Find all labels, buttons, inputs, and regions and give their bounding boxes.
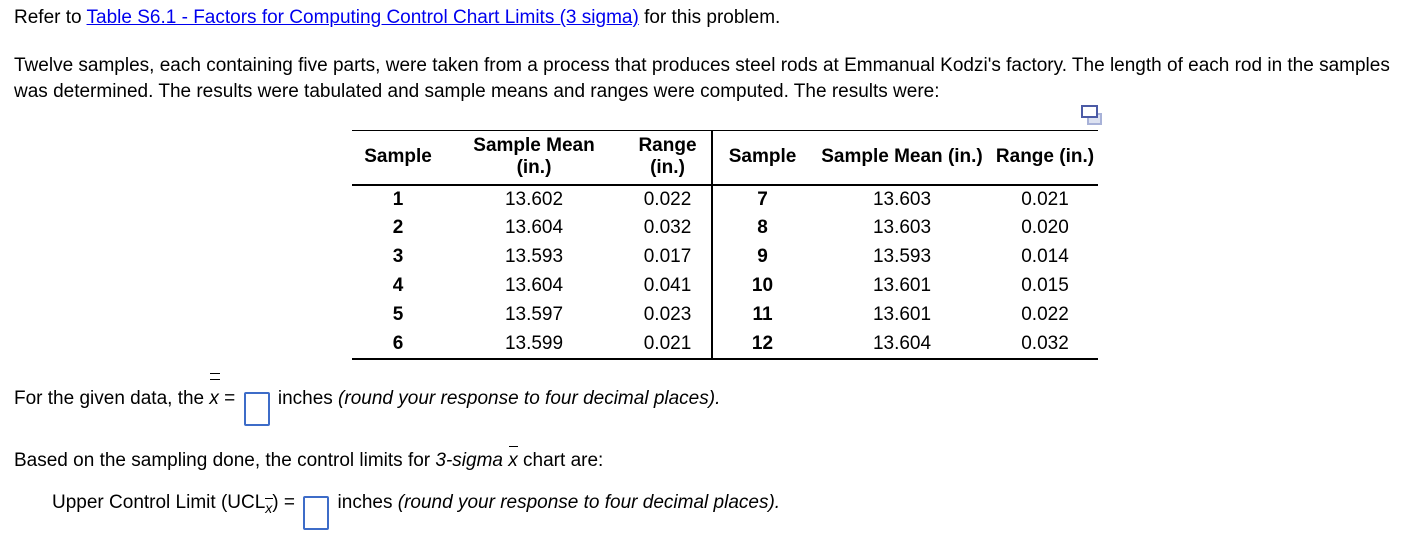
- cell-mean: 13.599: [504, 332, 564, 354]
- cell-sample: 12: [711, 329, 812, 359]
- x-double-bar-symbol: x: [209, 373, 221, 410]
- cell-mean: 13.604: [504, 217, 564, 238]
- header-range-left-line1: Range: [638, 135, 697, 157]
- copy-icon[interactable]: [1081, 105, 1103, 127]
- samples-table-wrap: Sample Sample Mean (in.) Range (in.) Sam…: [352, 130, 1098, 360]
- table-row: 2 13.604 0.032 8 13.603 0.020: [352, 213, 1098, 243]
- samples-table: Sample Sample Mean (in.) Range (in.) Sam…: [352, 130, 1098, 360]
- q1-equals: =: [218, 388, 241, 409]
- cell-mean: 13.593: [872, 246, 932, 267]
- table-row: 5 13.597 0.023 11 13.601 0.022: [352, 300, 1098, 330]
- header-sample-left: Sample: [364, 146, 432, 168]
- cell-range: 0.032: [1021, 332, 1069, 354]
- cell-mean: 13.604: [872, 332, 932, 354]
- table-row: 1 13.602 0.022 7 13.603 0.021: [352, 184, 1098, 214]
- table-s61-link[interactable]: Table S6.1 - Factors for Computing Contr…: [86, 7, 639, 28]
- cell-sample: 10: [711, 271, 812, 301]
- table-row: 3 13.593 0.017 9 13.593 0.014: [352, 242, 1098, 272]
- copy-icon-front-sheet: [1081, 105, 1098, 118]
- cell-sample: 6: [392, 332, 404, 354]
- cell-mean: 13.593: [504, 246, 564, 267]
- header-sample-right: Sample: [711, 130, 812, 185]
- cell-range: 0.021: [643, 332, 692, 354]
- cell-sample: 1: [392, 188, 404, 210]
- cell-range: 0.041: [643, 275, 692, 296]
- header-mean-left: Sample Mean (in.): [444, 131, 624, 185]
- problem-statement: Twelve samples, each containing five par…: [14, 55, 1390, 102]
- cell-mean: 13.601: [872, 275, 932, 296]
- cell-mean: 13.602: [504, 188, 564, 210]
- q3-unit: inches: [332, 492, 398, 513]
- cell-range: 0.022: [643, 188, 692, 210]
- question-xbarbar: For the given data, the x = inches (roun…: [14, 373, 721, 426]
- table-row: 6 13.599 0.021 12 13.604 0.032: [352, 329, 1098, 359]
- cell-range: 0.020: [1021, 217, 1069, 238]
- q3-rounding-note: (round your response to four decimal pla…: [397, 492, 781, 513]
- cell-sample: 7: [711, 184, 812, 214]
- x-bar-symbol: x: [508, 446, 519, 472]
- cell-range: 0.021: [1021, 188, 1069, 210]
- cell-mean: 13.601: [872, 304, 932, 325]
- q1-unit: inches: [272, 388, 339, 409]
- single-bar: [265, 497, 274, 499]
- cell-range: 0.017: [643, 246, 692, 267]
- q2-part1: Based on the sampling done, the control …: [14, 450, 436, 471]
- cell-sample: 3: [392, 246, 404, 267]
- header-range-left-line2: (in.): [650, 157, 685, 179]
- cell-sample: 8: [711, 213, 812, 243]
- cell-sample: 2: [392, 217, 404, 238]
- ucl-answer-input[interactable]: [303, 496, 330, 530]
- header-mean-right: Sample Mean (in.): [821, 146, 983, 168]
- cell-range: 0.022: [1021, 304, 1069, 325]
- x-letter: x: [209, 388, 219, 409]
- single-bar: [509, 446, 519, 447]
- cell-range: 0.023: [643, 304, 692, 325]
- cell-sample: 11: [711, 300, 812, 330]
- table-row: 4 13.604 0.041 10 13.601 0.015: [352, 271, 1098, 301]
- ucl-subscript-xbar: x: [265, 497, 274, 516]
- cell-range: 0.032: [643, 217, 692, 238]
- double-bar: [210, 373, 221, 380]
- question-ucl: Upper Control Limit (UCL x) = inches (rou…: [52, 492, 780, 530]
- q2-3sigma: 3-sigma: [435, 450, 509, 471]
- q1-prefix: For the given data, the: [14, 388, 210, 409]
- reference-suffix: for this problem.: [638, 7, 781, 28]
- cell-sample: 5: [392, 304, 404, 325]
- q3-label-prefix: Upper Control Limit (UCL: [52, 492, 266, 513]
- cell-mean: 13.604: [504, 275, 564, 296]
- cell-mean: 13.603: [872, 217, 932, 238]
- cell-mean: 13.597: [504, 304, 564, 325]
- reference-prefix: Refer to: [14, 7, 87, 28]
- cell-range: 0.014: [1021, 246, 1069, 267]
- table-header-row: Sample Sample Mean (in.) Range (in.) Sam…: [352, 130, 1098, 185]
- header-range-left: Range (in.): [624, 131, 712, 185]
- x-letter: x: [265, 499, 273, 516]
- x-letter: x: [508, 450, 518, 471]
- header-mean-left-line2: (in.): [516, 157, 552, 179]
- cell-sample: 4: [392, 275, 404, 296]
- cell-range: 0.015: [1021, 275, 1069, 296]
- xbarbar-answer-input[interactable]: [243, 392, 270, 426]
- header-range-right: Range (in.): [995, 146, 1095, 168]
- q1-rounding-note: (round your response to four decimal pla…: [338, 388, 721, 409]
- q3-label-suffix: ) =: [272, 492, 301, 513]
- cell-sample: 9: [711, 242, 812, 272]
- reference-sentence: Refer to Table S6.1 - Factors for Comput…: [14, 7, 780, 29]
- cell-mean: 13.603: [872, 188, 932, 210]
- control-limits-sentence: Based on the sampling done, the control …: [14, 446, 604, 472]
- q2-part2: chart are:: [517, 450, 604, 471]
- header-mean-left-line1: Sample Mean: [473, 135, 595, 157]
